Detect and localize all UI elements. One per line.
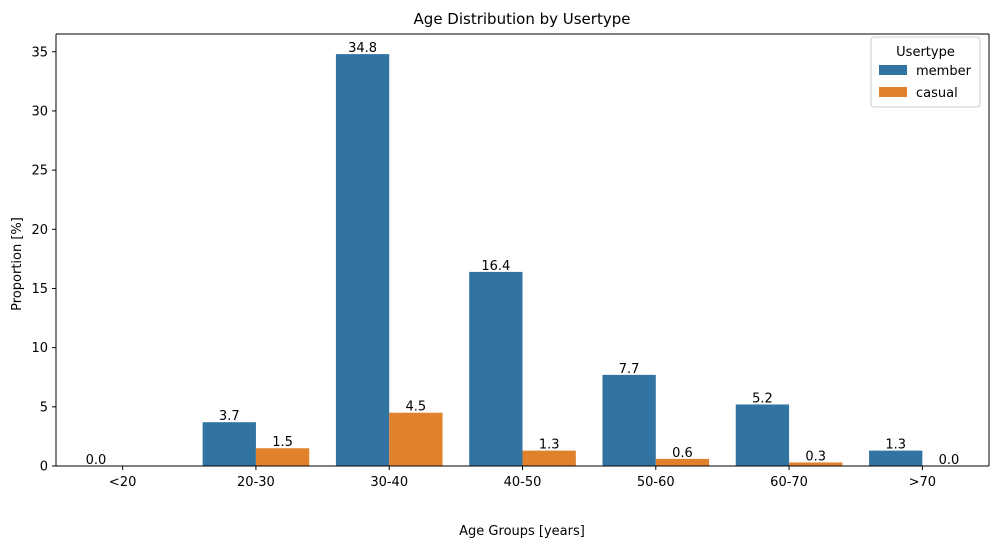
data-label: 0.6	[672, 446, 693, 461]
legend-swatch-casual	[879, 87, 907, 97]
bar-casual	[789, 462, 843, 466]
x-tick-label: <20	[109, 475, 136, 490]
y-tick-label: 20	[31, 223, 48, 238]
data-label: 34.8	[348, 41, 377, 56]
plot-area: 0.0 3.7 34.8 16.4 7.7 5.2 1.3 1.5 4.5 1.3 0.6 0.3 0.…	[55, 33, 990, 468]
bar-casual	[655, 458, 710, 466]
legend: Usertype member casual	[870, 36, 981, 108]
legend-title: Usertype	[896, 45, 955, 60]
x-tick-label: 50-60	[637, 475, 675, 490]
data-label: 1.3	[885, 438, 906, 453]
y-tick-label: 25	[31, 164, 48, 179]
y-tick-label: 35	[31, 45, 48, 60]
bar-member	[735, 404, 790, 466]
bar-member	[202, 422, 256, 466]
y-tick-label: 30	[31, 104, 48, 119]
x-tick-label: 40-50	[504, 475, 542, 490]
legend-label-casual: casual	[916, 86, 958, 101]
data-label: 1.5	[272, 435, 293, 450]
bar-casual	[389, 412, 443, 466]
x-tick-label: >70	[909, 475, 936, 490]
bar-casual	[255, 448, 310, 466]
x-axis-title: Age Groups [years]	[459, 524, 585, 539]
data-label: 0.0	[86, 453, 107, 468]
x-tick-label: 60-70	[770, 475, 808, 490]
y-tick-label: 5	[40, 400, 48, 415]
x-tick-label: 30-40	[370, 475, 408, 490]
x-tick-label: 20-30	[237, 475, 275, 490]
y-tick-label: 10	[31, 341, 48, 356]
bar-casual	[522, 450, 576, 466]
y-axis-title: Proportion [%]	[10, 217, 25, 311]
x-axis: <20 20-30 30-40 40-50 50-60 60-70 >70	[109, 466, 936, 490]
legend-swatch-member	[879, 65, 907, 75]
chart-title: Age Distribution by Usertype	[414, 10, 631, 28]
bar-member	[335, 54, 390, 467]
data-label: 16.4	[481, 259, 510, 274]
bar-member	[602, 374, 656, 466]
y-tick-label: 15	[31, 282, 48, 297]
data-label: 5.2	[752, 391, 773, 406]
y-tick-label: 0	[40, 460, 48, 475]
data-label: 0.3	[805, 449, 826, 464]
bar-member	[469, 271, 523, 466]
data-label: 7.7	[619, 362, 640, 377]
data-label: 4.5	[406, 400, 427, 415]
data-label: 0.0	[939, 453, 960, 468]
data-label: 1.3	[539, 438, 560, 453]
legend-label-member: member	[916, 64, 972, 79]
bar-member	[869, 450, 923, 466]
y-axis: 0 5 10 15 20 25 30 35	[31, 45, 56, 475]
data-label: 3.7	[219, 409, 240, 424]
